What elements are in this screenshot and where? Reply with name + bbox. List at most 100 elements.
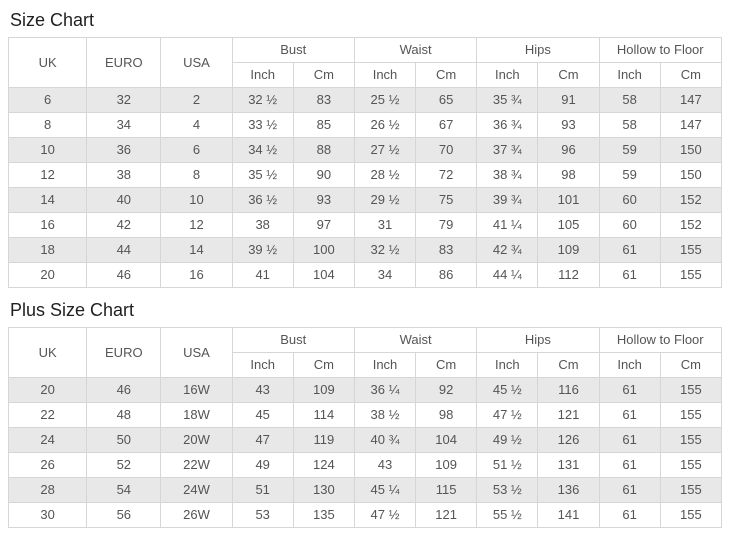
- table-cell: 34 ½: [231, 137, 294, 163]
- header-waist-cm: Cm: [415, 352, 478, 378]
- table-row: 8 34 4 33 ½ 85 26 ½ 67 36 ¾ 93 58 147: [7, 112, 723, 138]
- table-cell: 47 ½: [476, 402, 539, 428]
- table-cell: 12: [160, 212, 233, 238]
- table-row: 22 48 18W 45 114 38 ½ 98 47 ½ 121 61 155: [7, 402, 723, 428]
- table-cell: 141: [537, 502, 600, 528]
- table-cell: 51 ½: [476, 452, 539, 478]
- table-cell: 39 ½: [231, 237, 294, 263]
- table-cell: 41 ¼: [476, 212, 539, 238]
- table-cell: 38 ¾: [476, 162, 539, 188]
- table-cell: 152: [659, 212, 723, 238]
- header-hips-cm: Cm: [537, 352, 600, 378]
- table-cell: 155: [659, 502, 723, 528]
- table-cell: 47 ½: [353, 502, 417, 528]
- header-bust-cm: Cm: [292, 352, 355, 378]
- table-cell: 155: [659, 262, 723, 288]
- size-chart-body: 6 32 2 32 ½ 83 25 ½ 65 35 ¾ 91 58 147 8 34 4 33 ½ 85 26 …: [7, 87, 723, 288]
- table-cell: 6: [7, 87, 88, 113]
- table-cell: 31: [353, 212, 417, 238]
- table-cell: 136: [537, 477, 600, 503]
- table-cell: 50: [86, 427, 162, 453]
- plus-size-chart-body: 20 46 16W 43 109 36 ¼ 92 45 ½ 116 61 155 22 48 18W 45 1…: [7, 377, 723, 528]
- header-uk: UK: [7, 37, 88, 88]
- table-cell: 53 ½: [476, 477, 539, 503]
- header-waist-inch: Inch: [353, 62, 417, 88]
- table-cell: 70: [415, 137, 478, 163]
- table-cell: 116: [537, 377, 600, 403]
- table-cell: 34: [353, 262, 417, 288]
- table-cell: 16W: [160, 377, 233, 403]
- table-cell: 152: [659, 187, 723, 213]
- table-cell: 121: [415, 502, 478, 528]
- table-cell: 61: [598, 502, 661, 528]
- table-cell: 14: [7, 187, 88, 213]
- table-cell: 28 ½: [353, 162, 417, 188]
- table-cell: 96: [537, 137, 600, 163]
- header-group-row: UK EURO USA Bust Waist Hips Hollow to Fl…: [7, 37, 723, 88]
- plus-size-chart-table: UK EURO USA Bust Waist Hips Hollow to Fl…: [7, 327, 723, 528]
- table-cell: 150: [659, 137, 723, 163]
- table-cell: 114: [292, 402, 355, 428]
- table-cell: 130: [292, 477, 355, 503]
- table-cell: 98: [415, 402, 478, 428]
- header-hollow-inch: Inch: [598, 62, 661, 88]
- table-row: 16 42 12 38 97 31 79 41 ¼ 105 60 152: [7, 212, 723, 238]
- table-cell: 46: [86, 377, 162, 403]
- table-cell: 93: [537, 112, 600, 138]
- header-usa: USA: [160, 327, 233, 378]
- table-row: 26 52 22W 49 124 43 109 51 ½ 131 61 155: [7, 452, 723, 478]
- table-cell: 32 ½: [231, 87, 294, 113]
- header-hips: Hips: [476, 327, 600, 353]
- table-cell: 18W: [160, 402, 233, 428]
- table-cell: 22W: [160, 452, 233, 478]
- table-cell: 109: [292, 377, 355, 403]
- table-cell: 135: [292, 502, 355, 528]
- table-cell: 61: [598, 237, 661, 263]
- table-cell: 83: [415, 237, 478, 263]
- table-cell: 55 ½: [476, 502, 539, 528]
- header-hips: Hips: [476, 37, 600, 63]
- table-cell: 20: [7, 262, 88, 288]
- header-bust-cm: Cm: [292, 62, 355, 88]
- table-cell: 155: [659, 452, 723, 478]
- table-cell: 147: [659, 112, 723, 138]
- table-row: 10 36 6 34 ½ 88 27 ½ 70 37 ¾ 96 59 150: [7, 137, 723, 163]
- header-uk: UK: [7, 327, 88, 378]
- header-group-row: UK EURO USA Bust Waist Hips Hollow to Fl…: [7, 327, 723, 378]
- table-cell: 24: [7, 427, 88, 453]
- table-cell: 59: [598, 137, 661, 163]
- table-cell: 38: [86, 162, 162, 188]
- table-cell: 38: [231, 212, 294, 238]
- table-cell: 101: [537, 187, 600, 213]
- table-cell: 32 ½: [353, 237, 417, 263]
- header-unit-row: Inch Cm Inch Cm Inch Cm Inch Cm: [9, 62, 723, 88]
- table-cell: 35 ¾: [476, 87, 539, 113]
- table-cell: 29 ½: [353, 187, 417, 213]
- table-cell: 67: [415, 112, 478, 138]
- table-cell: 61: [598, 452, 661, 478]
- table-cell: 115: [415, 477, 478, 503]
- table-cell: 22: [7, 402, 88, 428]
- table-row: 20 46 16 41 104 34 86 44 ¼ 112 61 155: [7, 262, 723, 288]
- table-cell: 26: [7, 452, 88, 478]
- table-cell: 51: [231, 477, 294, 503]
- header-hips-inch: Inch: [476, 62, 539, 88]
- header-usa: USA: [160, 37, 233, 88]
- table-cell: 10: [160, 187, 233, 213]
- table-cell: 155: [659, 402, 723, 428]
- header-hollow-to-floor: Hollow to Floor: [598, 37, 723, 63]
- header-bust: Bust: [231, 327, 355, 353]
- table-cell: 42 ¾: [476, 237, 539, 263]
- table-cell: 43: [353, 452, 417, 478]
- header-hollow-inch: Inch: [598, 352, 661, 378]
- table-cell: 20: [7, 377, 88, 403]
- table-cell: 93: [292, 187, 355, 213]
- table-cell: 16: [7, 212, 88, 238]
- table-cell: 16: [160, 262, 233, 288]
- table-cell: 58: [598, 87, 661, 113]
- header-waist-cm: Cm: [415, 62, 478, 88]
- table-cell: 30: [7, 502, 88, 528]
- header-hips-inch: Inch: [476, 352, 539, 378]
- table-cell: 60: [598, 212, 661, 238]
- table-row: 24 50 20W 47 119 40 ¾ 104 49 ½ 126 61 155: [7, 427, 723, 453]
